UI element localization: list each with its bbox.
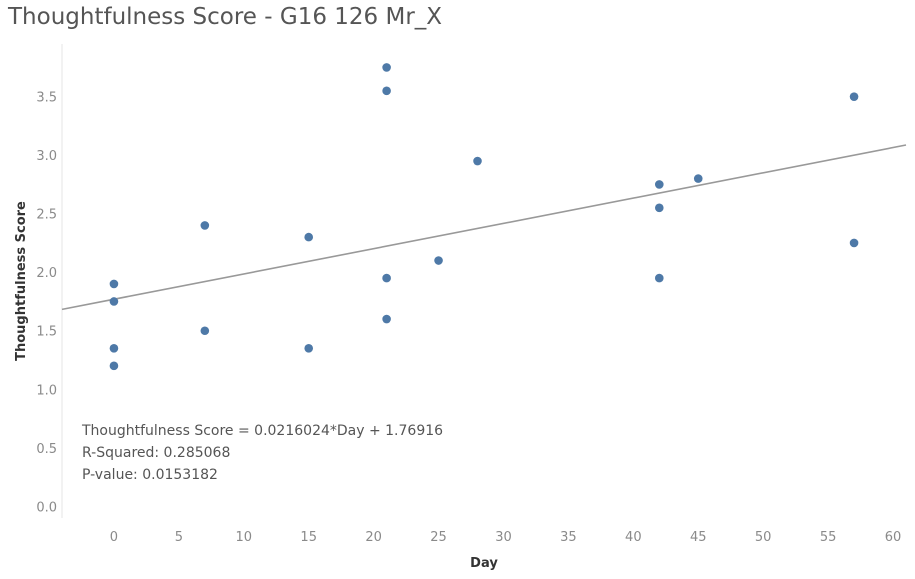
data-point — [109, 361, 119, 371]
data-point — [849, 238, 859, 248]
chart-title: Thoughtfulness Score - G16 126 Mr_X — [8, 4, 443, 30]
y-ticks: 0.0 0.5 1.0 1.5 2.0 2.5 3.0 3.5 — [36, 91, 57, 516]
y-tick-label: 2.5 — [36, 208, 57, 223]
data-point — [473, 156, 482, 166]
data-point — [200, 326, 210, 336]
regression-annotation-line: P-value: 0.0153182 — [82, 467, 218, 483]
y-tick-label: 2.0 — [36, 266, 57, 281]
y-tick-label: 3.0 — [36, 149, 57, 164]
data-point — [200, 221, 210, 230]
y-tick-label: 0.0 — [36, 500, 57, 515]
x-tick-label: 55 — [820, 530, 837, 545]
x-tick-label: 0 — [110, 530, 118, 545]
data-point — [382, 273, 391, 283]
y-tick-label: 0.5 — [36, 442, 57, 457]
y-axis-title: Thoughtfulness Score — [14, 201, 29, 361]
data-point — [382, 86, 391, 96]
y-tick-label: 3.5 — [36, 91, 57, 106]
data-point — [654, 203, 664, 213]
data-point — [693, 174, 703, 183]
x-tick-label: 20 — [365, 530, 382, 545]
y-tick-label: 1.5 — [36, 325, 57, 340]
data-point — [382, 63, 391, 72]
x-tick-label: 15 — [300, 530, 317, 545]
x-axis-title: Day — [470, 556, 498, 571]
x-tick-label: 45 — [690, 530, 707, 545]
y-tick-label: 1.0 — [36, 383, 57, 398]
data-point — [654, 273, 664, 283]
regression-annotation-line: Thoughtfulness Score = 0.0216024*Day + 1… — [81, 423, 443, 439]
data-point — [109, 279, 119, 289]
data-points — [109, 63, 859, 371]
data-point — [304, 232, 314, 242]
x-tick-label: 5 — [175, 530, 183, 545]
data-point — [654, 180, 664, 189]
x-tick-label: 10 — [236, 530, 253, 545]
regression-annotation-line: R-Squared: 0.285068 — [82, 445, 230, 461]
data-point — [109, 297, 119, 306]
x-tick-label: 35 — [560, 530, 577, 545]
x-tick-label: 60 — [885, 530, 902, 545]
data-point — [304, 343, 314, 353]
data-point — [382, 314, 391, 324]
regression-annotations: Thoughtfulness Score = 0.0216024*Day + 1… — [81, 423, 443, 483]
x-tick-label: 40 — [625, 530, 642, 545]
data-point — [109, 343, 119, 353]
data-point — [434, 256, 443, 265]
x-tick-label: 25 — [430, 530, 447, 545]
x-tick-label: 30 — [495, 530, 512, 545]
x-tick-label: 50 — [755, 530, 772, 545]
data-point — [849, 92, 859, 101]
trend-line — [61, 144, 907, 311]
x-ticks: 0 5 10 15 20 25 30 35 40 45 50 55 60 — [110, 530, 901, 545]
